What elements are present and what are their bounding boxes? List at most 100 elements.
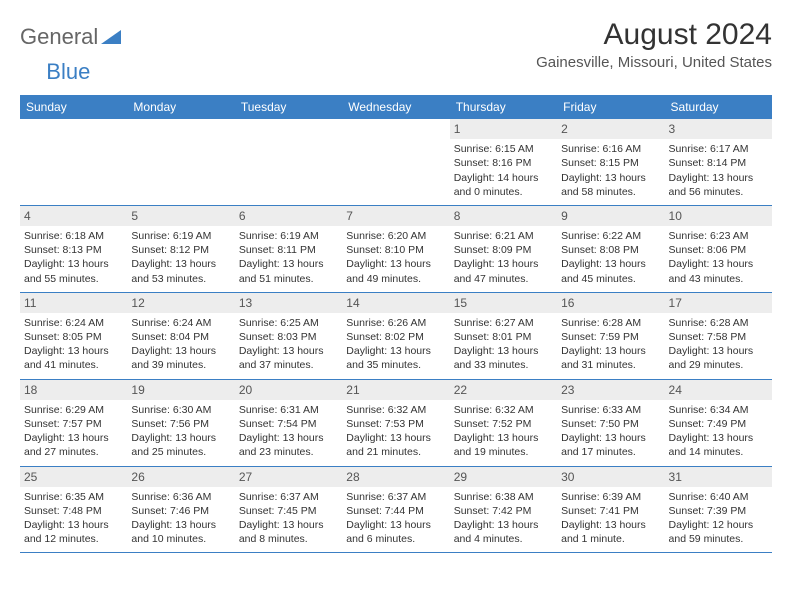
sunrise-line: Sunrise: 6:37 AM: [239, 490, 338, 504]
sunset-line: Sunset: 8:05 PM: [24, 330, 123, 344]
day-number: 28: [342, 467, 449, 487]
daylight-line: Daylight: 13 hours and 29 minutes.: [669, 344, 768, 372]
daylight-line: Daylight: 13 hours and 25 minutes.: [131, 431, 230, 459]
calendar-cell: 31Sunrise: 6:40 AMSunset: 7:39 PMDayligh…: [665, 467, 772, 553]
calendar-cell: [127, 119, 234, 205]
calendar-cell: 3Sunrise: 6:17 AMSunset: 8:14 PMDaylight…: [665, 119, 772, 205]
calendar-cell: 28 Sunrise: 6:37 AMSunset: 7:44 PMDayligh…: [342, 467, 449, 553]
daylight-line: Daylight: 13 hours and 53 minutes.: [131, 257, 230, 285]
sunset-line: Sunset: 8:01 PM: [454, 330, 553, 344]
day-number: 17: [665, 293, 772, 313]
sunrise-line: Sunrise: 6:23 AM: [669, 229, 768, 243]
sunset-line: Sunset: 8:13 PM: [24, 243, 123, 257]
day-number: 3: [665, 119, 772, 139]
sunrise-line: Sunrise: 6:29 AM: [24, 403, 123, 417]
weekday-label: Sunday: [20, 95, 127, 119]
calendar-cell: 11Sunrise: 6:24 AMSunset: 8:05 PMDayligh…: [20, 293, 127, 379]
day-number: 8: [450, 206, 557, 226]
day-number: 26: [127, 467, 234, 487]
sunset-line: Sunset: 7:52 PM: [454, 417, 553, 431]
sunset-line: Sunset: 8:08 PM: [561, 243, 660, 257]
sunrise-line: Sunrise: 6:25 AM: [239, 316, 338, 330]
sunset-line: Sunset: 7:46 PM: [131, 504, 230, 518]
logo-text-2: Blue: [46, 59, 90, 85]
daylight-line: Daylight: 13 hours and 35 minutes.: [346, 344, 445, 372]
weekday-header: Sunday Monday Tuesday Wednesday Thursday…: [20, 95, 772, 119]
calendar-cell: 24 Sunrise: 6:34 AMSunset: 7:49 PMDayligh…: [665, 380, 772, 466]
calendar-cell: 26Sunrise: 6:36 AMSunset: 7:46 PMDayligh…: [127, 467, 234, 553]
day-number: 20: [235, 380, 342, 400]
sunrise-line: Sunrise: 6:31 AM: [239, 403, 338, 417]
day-number: 12: [127, 293, 234, 313]
sunrise-line: Sunrise: 6:28 AM: [561, 316, 660, 330]
sunset-line: Sunset: 7:59 PM: [561, 330, 660, 344]
sunset-line: Sunset: 8:11 PM: [239, 243, 338, 257]
sunset-line: Sunset: 7:50 PM: [561, 417, 660, 431]
sunrise-line: Sunrise: 6:37 AM: [346, 490, 445, 504]
location: Gainesville, Missouri, United States: [536, 54, 772, 71]
sunrise-line: Sunrise: 6:34 AM: [669, 403, 768, 417]
sunrise-line: Sunrise: 6:32 AM: [454, 403, 553, 417]
sunrise-line: Sunrise: 6:36 AM: [131, 490, 230, 504]
sunrise-line: Sunrise: 6:26 AM: [346, 316, 445, 330]
daylight-line: Daylight: 13 hours and 23 minutes.: [239, 431, 338, 459]
sunrise-line: Sunrise: 6:24 AM: [131, 316, 230, 330]
calendar-cell: 8Sunrise: 6:21 AMSunset: 8:09 PMDaylight…: [450, 206, 557, 292]
sunset-line: Sunset: 7:49 PM: [669, 417, 768, 431]
calendar-cell: 27Sunrise: 6:37 AMSunset: 7:45 PMDayligh…: [235, 467, 342, 553]
day-number: 24: [665, 380, 772, 400]
calendar-week: 18Sunrise: 6:29 AMSunset: 7:57 PMDayligh…: [20, 380, 772, 467]
calendar-cell: 6Sunrise: 6:19 AMSunset: 8:11 PMDaylight…: [235, 206, 342, 292]
sunrise-line: Sunrise: 6:27 AM: [454, 316, 553, 330]
sunrise-line: Sunrise: 6:33 AM: [561, 403, 660, 417]
daylight-line: Daylight: 13 hours and 8 minutes.: [239, 518, 338, 546]
sunset-line: Sunset: 8:15 PM: [561, 156, 660, 170]
calendar-week: 25Sunrise: 6:35 AMSunset: 7:48 PMDayligh…: [20, 467, 772, 554]
calendar-cell: 15 Sunrise: 6:27 AMSunset: 8:01 PMDayligh…: [450, 293, 557, 379]
day-number: 2: [557, 119, 664, 139]
sunset-line: Sunset: 8:16 PM: [454, 156, 553, 170]
day-number: 29: [450, 467, 557, 487]
sunrise-line: Sunrise: 6:15 AM: [454, 142, 553, 156]
sunrise-line: Sunrise: 6:28 AM: [669, 316, 768, 330]
sunset-line: Sunset: 7:44 PM: [346, 504, 445, 518]
weekday-label: Saturday: [665, 95, 772, 119]
calendar-cell: 22Sunrise: 6:32 AMSunset: 7:52 PMDayligh…: [450, 380, 557, 466]
calendar-cell: 19Sunrise: 6:30 AMSunset: 7:56 PMDayligh…: [127, 380, 234, 466]
calendar-cell: 16Sunrise: 6:28 AMSunset: 7:59 PMDayligh…: [557, 293, 664, 379]
calendar-cell: 14Sunrise: 6:26 AMSunset: 8:02 PMDayligh…: [342, 293, 449, 379]
day-number: 10: [665, 206, 772, 226]
sunrise-line: Sunrise: 6:16 AM: [561, 142, 660, 156]
sunset-line: Sunset: 7:57 PM: [24, 417, 123, 431]
calendar-cell: 18Sunrise: 6:29 AMSunset: 7:57 PMDayligh…: [20, 380, 127, 466]
calendar-cell: 9Sunrise: 6:22 AMSunset: 8:08 PMDaylight…: [557, 206, 664, 292]
day-number: 27: [235, 467, 342, 487]
daylight-line: Daylight: 13 hours and 41 minutes.: [24, 344, 123, 372]
sunrise-line: Sunrise: 6:39 AM: [561, 490, 660, 504]
calendar-cell: 4Sunrise: 6:18 AMSunset: 8:13 PMDaylight…: [20, 206, 127, 292]
day-number: 30: [557, 467, 664, 487]
logo-triangle-icon: [101, 24, 121, 50]
daylight-line: Daylight: 14 hours and 0 minutes.: [454, 171, 553, 199]
day-number: 11: [20, 293, 127, 313]
daylight-line: Daylight: 13 hours and 37 minutes.: [239, 344, 338, 372]
calendar-cell: 17Sunrise: 6:28 AMSunset: 7:58 PMDayligh…: [665, 293, 772, 379]
sunrise-line: Sunrise: 6:19 AM: [239, 229, 338, 243]
sunset-line: Sunset: 7:48 PM: [24, 504, 123, 518]
daylight-line: Daylight: 13 hours and 17 minutes.: [561, 431, 660, 459]
day-number: 15: [450, 293, 557, 313]
sunrise-line: Sunrise: 6:40 AM: [669, 490, 768, 504]
daylight-line: Daylight: 13 hours and 45 minutes.: [561, 257, 660, 285]
daylight-line: Daylight: 13 hours and 14 minutes.: [669, 431, 768, 459]
month-title: August 2024: [536, 18, 772, 52]
sunrise-line: Sunrise: 6:19 AM: [131, 229, 230, 243]
calendar-cell: 13Sunrise: 6:25 AMSunset: 8:03 PMDayligh…: [235, 293, 342, 379]
sunset-line: Sunset: 8:09 PM: [454, 243, 553, 257]
day-number: 23: [557, 380, 664, 400]
daylight-line: Daylight: 13 hours and 6 minutes.: [346, 518, 445, 546]
daylight-line: Daylight: 13 hours and 33 minutes.: [454, 344, 553, 372]
day-number: 22: [450, 380, 557, 400]
calendar-cell: 20Sunrise: 6:31 AMSunset: 7:54 PMDayligh…: [235, 380, 342, 466]
sunrise-line: Sunrise: 6:22 AM: [561, 229, 660, 243]
daylight-line: Daylight: 13 hours and 12 minutes.: [24, 518, 123, 546]
